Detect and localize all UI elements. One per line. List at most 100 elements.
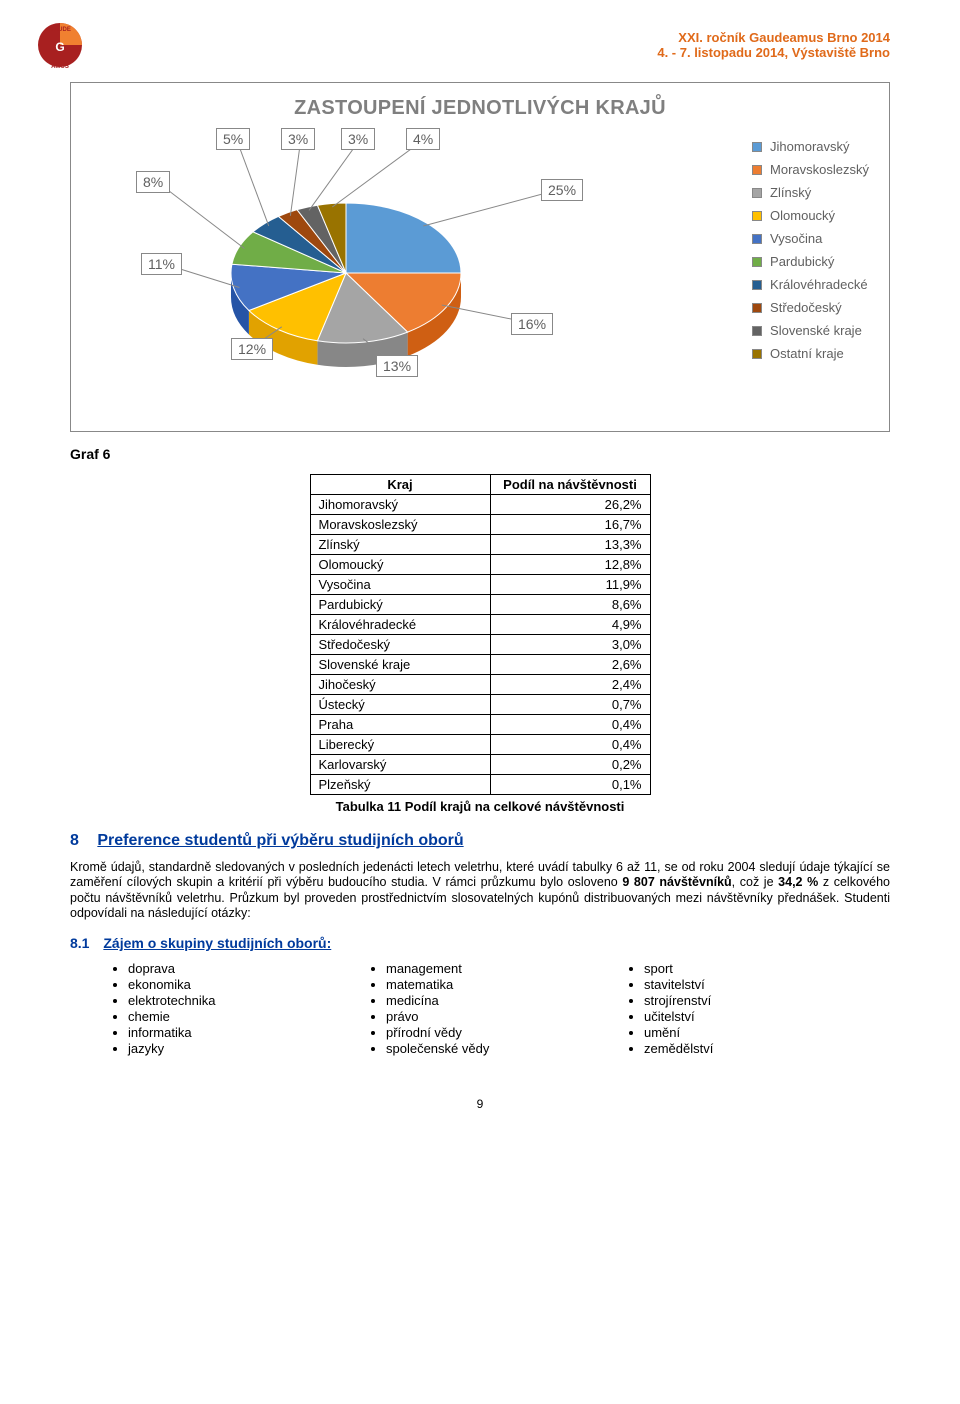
legend-swatch	[752, 165, 762, 175]
table-cell: Jihomoravský	[310, 495, 490, 515]
list-item: ekonomika	[128, 977, 338, 992]
list-item: právo	[386, 1009, 596, 1024]
subsection-title: Zájem o skupiny studijních oborů:	[103, 935, 331, 951]
svg-text:AMUS: AMUS	[51, 64, 69, 70]
legend-item: Jihomoravský	[752, 139, 869, 154]
table-row: Středočeský3,0%	[310, 635, 650, 655]
list-item: medicína	[386, 993, 596, 1008]
table-cell: 0,4%	[490, 715, 650, 735]
legend-label: Moravskoslezský	[770, 162, 869, 177]
graf-label: Graf 6	[70, 446, 890, 462]
gaudeamus-logo: GAUDE AMUS G	[30, 15, 90, 75]
callout-label: 13%	[376, 355, 418, 377]
table-cell: 13,3%	[490, 535, 650, 555]
callout-label: 3%	[341, 128, 375, 150]
section-8-paragraph: Kromě údajů, standardně sledovaných v po…	[70, 860, 890, 921]
table-cell: Praha	[310, 715, 490, 735]
table-cell: Vysočina	[310, 575, 490, 595]
table-cell: Jihočeský	[310, 675, 490, 695]
callout-label: 8%	[136, 171, 170, 193]
legend-item: Vysočina	[752, 231, 869, 246]
table-cell: Slovenské kraje	[310, 655, 490, 675]
paragraph-bold: 34,2 %	[778, 875, 818, 889]
legend-label: Jihomoravský	[770, 139, 849, 154]
paragraph-text: , což je	[732, 875, 779, 889]
callout-line	[290, 143, 301, 216]
table-row: Zlínský13,3%	[310, 535, 650, 555]
table-cell: Královéhradecké	[310, 615, 490, 635]
legend-label: Slovenské kraje	[770, 323, 862, 338]
list-item: umění	[644, 1025, 854, 1040]
table-cell: Karlovarský	[310, 755, 490, 775]
section-number: 8	[70, 832, 79, 849]
table-cell: 12,8%	[490, 555, 650, 575]
callout-line	[309, 143, 361, 210]
field-column: managementmatematikamedicínaprávopřírodn…	[386, 961, 596, 1057]
callout-line	[236, 143, 269, 226]
legend-swatch	[752, 257, 762, 267]
pie-slice	[346, 203, 461, 273]
callout-label: 3%	[281, 128, 315, 150]
callout-line	[332, 143, 426, 207]
table-row: Královéhradecké4,9%	[310, 615, 650, 635]
subsection-number: 8.1	[70, 935, 89, 951]
list-item: stavitelství	[644, 977, 854, 992]
legend-swatch	[752, 142, 762, 152]
legend-label: Královéhradecké	[770, 277, 868, 292]
page-header: GAUDE AMUS G XXI. ročník Gaudeamus Brno …	[70, 30, 890, 80]
list-item: elektrotechnika	[128, 993, 338, 1008]
table-cell: Pardubický	[310, 595, 490, 615]
table-row: Liberecký0,4%	[310, 735, 650, 755]
list-item: společenské vědy	[386, 1041, 596, 1056]
list-item: jazyky	[128, 1041, 338, 1056]
table-cell: Zlínský	[310, 535, 490, 555]
section-8-heading: 8 Preference studentů při výběru studijn…	[70, 832, 890, 850]
data-table: KrajPodíl na návštěvnosti Jihomoravský26…	[310, 474, 651, 795]
table-cell: Plzeňský	[310, 775, 490, 795]
table-row: Praha0,4%	[310, 715, 650, 735]
paragraph-bold: 9 807 návštěvníků	[622, 875, 731, 889]
list-item: učitelství	[644, 1009, 854, 1024]
legend-swatch	[752, 211, 762, 221]
field-column: sportstavitelstvístrojírenstvíučitelství…	[644, 961, 854, 1057]
legend-item: Ostatní kraje	[752, 346, 869, 361]
list-item: informatika	[128, 1025, 338, 1040]
legend-label: Středočeský	[770, 300, 842, 315]
chart-title: ZASTOUPENÍ JEDNOTLIVÝCH KRAJŮ	[87, 97, 873, 120]
list-item: management	[386, 961, 596, 976]
legend-item: Moravskoslezský	[752, 162, 869, 177]
table-cell: 0,4%	[490, 735, 650, 755]
legend-item: Královéhradecké	[752, 277, 869, 292]
table-cell: 0,2%	[490, 755, 650, 775]
svg-text:GAUDE: GAUDE	[49, 27, 71, 33]
study-fields-columns: dopravaekonomikaelektrotechnikachemieinf…	[110, 961, 890, 1057]
legend-label: Ostatní kraje	[770, 346, 844, 361]
list-item: přírodní vědy	[386, 1025, 596, 1040]
legend-label: Pardubický	[770, 254, 834, 269]
section-title: Preference studentů při výběru studijníc…	[97, 832, 463, 849]
legend-label: Olomoucký	[770, 208, 835, 223]
table-row: Vysočina11,9%	[310, 575, 650, 595]
table-cell: 4,9%	[490, 615, 650, 635]
legend-item: Pardubický	[752, 254, 869, 269]
table-row: Jihočeský2,4%	[310, 675, 650, 695]
page: GAUDE AMUS G XXI. ročník Gaudeamus Brno …	[0, 0, 960, 1141]
table-cell: 3,0%	[490, 635, 650, 655]
legend-item: Slovenské kraje	[752, 323, 869, 338]
legend-item: Středočeský	[752, 300, 869, 315]
field-column: dopravaekonomikaelektrotechnikachemieinf…	[128, 961, 338, 1057]
list-item: zemědělství	[644, 1041, 854, 1056]
table-cell: 0,7%	[490, 695, 650, 715]
callout-label: 4%	[406, 128, 440, 150]
table-cell: Středočeský	[310, 635, 490, 655]
table-caption: Tabulka 11 Podíl krajů na celkové návště…	[70, 799, 890, 814]
legend-item: Olomoucký	[752, 208, 869, 223]
table-row: Jihomoravský26,2%	[310, 495, 650, 515]
list-item: doprava	[128, 961, 338, 976]
table-row: Pardubický8,6%	[310, 595, 650, 615]
table-cell: Olomoucký	[310, 555, 490, 575]
svg-text:G: G	[55, 40, 64, 54]
legend-swatch	[752, 349, 762, 359]
table-cell: 0,1%	[490, 775, 650, 795]
callout-label: 5%	[216, 128, 250, 150]
